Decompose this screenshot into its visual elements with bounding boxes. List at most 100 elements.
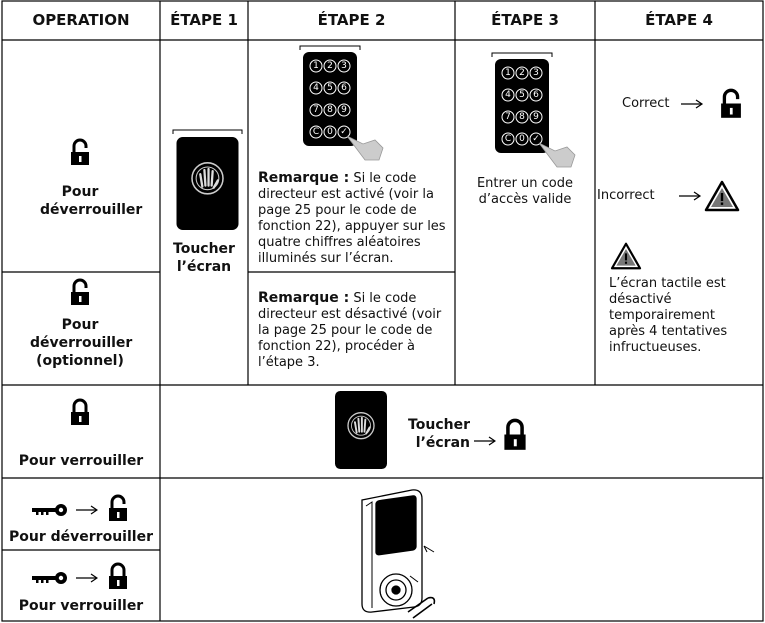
operation-label: Pour déverrouiller [9,529,153,545]
keypad-key-label: 7 [505,112,511,122]
keypad-key [515,88,529,102]
keypad-key [515,66,529,80]
keypad-key-label: C [505,134,511,144]
keypad-key [309,81,323,95]
lock-icon [70,398,90,426]
keypad-key [515,110,529,124]
header-cell: ÉTAPE 1 [170,11,238,29]
unlock-icon [720,88,742,119]
unlock-icon [108,494,128,522]
keypad-key [529,132,543,146]
touch-screen [335,391,387,469]
keypad-body [495,59,549,153]
step1-text: Toucher l’écran [173,241,235,275]
warning-icon [704,180,740,212]
arrow [474,436,496,446]
keypad-key [323,103,337,117]
keypad-key [501,110,515,124]
keypad-key [337,81,351,95]
keypad-key-label: 0 [519,134,525,144]
touch-screen [176,137,239,230]
keypad-key [529,66,543,80]
keypad-key-label: 1 [313,61,319,71]
note-label: Remarque : [258,170,350,186]
keypad-key-label: 2 [327,61,333,71]
header-cell: ÉTAPE 3 [491,11,559,29]
keypad-key-label: 5 [519,90,525,100]
keypad-key [323,59,337,73]
keypad-key-label: 3 [533,68,539,78]
note: Remarque : Si le code directeur est acti… [258,170,454,267]
keypad-key-label: 6 [341,83,347,93]
keypad-key-label: 8 [327,105,333,115]
operation-label: Pour verrouiller [18,453,144,469]
keypad-key-label: 5 [327,83,333,93]
key-icon [32,504,67,516]
operation-label: Pour déverrouiller (optionnel) [30,317,133,369]
arrow [678,191,701,201]
keypad-key [529,110,543,124]
keypad: 1 2 3 4 5 6 7 8 9 C 0 ✓ [495,59,549,153]
keypad-key [309,125,323,139]
keypad-key [529,88,543,102]
keypad-key-label: 7 [313,105,319,115]
arrow [680,99,703,109]
keypad-key [323,125,337,139]
keypad-key-label: ✓ [532,134,540,144]
header-cell: ÉTAPE 2 [317,11,386,29]
header-cell: OPERATION [32,11,130,29]
operation-label: Pour déverrouiller [40,184,143,218]
keypad-key [323,81,337,95]
keypad-key [501,88,515,102]
key-icon [32,572,67,584]
warning-icon [610,242,642,270]
note-text: Si le code directeur est désactivé (voir… [258,291,442,370]
operation-label: Pour verrouiller [18,598,144,614]
bracket [299,45,361,50]
keypad-key-label: 3 [341,61,347,71]
hand [346,135,384,161]
keypad-key [501,66,515,80]
result-label: Incorrect [597,188,655,203]
lock-icon [108,562,128,590]
bracket [172,129,243,134]
keypad-key [501,132,515,146]
keypad-key [337,59,351,73]
keypad-body [303,52,357,146]
result-label: Correct [622,96,670,111]
keypad-key [515,132,529,146]
note: Remarque : Si le code directeur est désa… [258,290,448,371]
unlock-icon [70,138,90,166]
note-text: Si le code directeur est activé (voir la… [258,171,446,266]
note-label: Remarque : [258,290,350,306]
keypad-key-label: 9 [341,105,347,115]
unlock-icon [70,278,90,306]
warning-text: L’écran tactile est désactivé temporaire… [609,276,728,355]
keypad-key-label: 4 [313,83,319,93]
keypad-key-label: 1 [505,68,511,78]
keypad-key-label: 2 [519,68,525,78]
arrow [76,505,98,515]
step3-text: Entrer un code d’accès valide [476,176,574,207]
keypad-key-label: 0 [327,127,333,137]
keypad-key-label: 6 [533,90,539,100]
hand [538,142,576,168]
keypad-key [309,59,323,73]
keypad: 1 2 3 4 5 6 7 8 9 C 0 ✓ [303,52,357,146]
bracket [491,52,553,57]
lock-icon [503,418,527,451]
lock-device [361,489,436,619]
keypad-key-label: 9 [533,112,539,122]
header-cell: ÉTAPE 4 [645,11,713,29]
keypad-key-label: ✓ [340,127,348,137]
keypad-key-label: 4 [505,90,511,100]
keypad-key [309,103,323,117]
arrow [76,573,98,583]
keypad-key [337,103,351,117]
lock-step-text: Toucher l’écran [408,417,470,451]
keypad-key-label: C [313,127,319,137]
keypad-key-label: 8 [519,112,525,122]
